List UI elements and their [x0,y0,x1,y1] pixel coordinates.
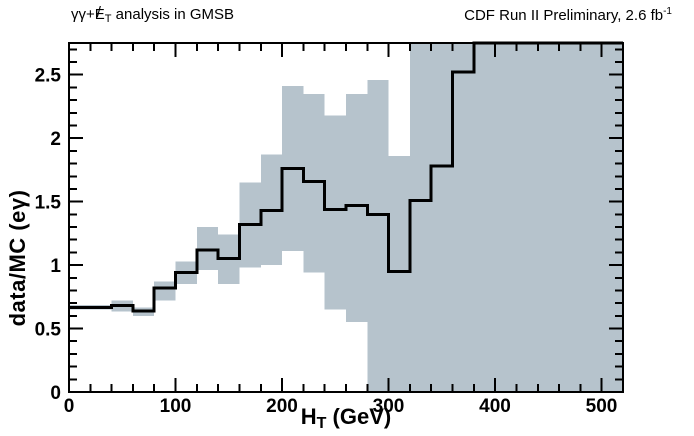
x-tick-label: 100 [160,396,192,417]
uncertainty-band [69,43,623,392]
title-suffix: analysis in GMSB [111,6,235,23]
y-tick-label: 0 [50,383,61,404]
experiment-label: CDF Run II Preliminary, 2.6 fb-1 [464,6,672,24]
y-axis-title: data/MC (eγ) [5,189,30,327]
title-prefix: γγ+ [71,6,95,23]
x-tick-label: 400 [479,396,511,417]
met-subscript: T [104,13,112,25]
x-tick-label: 500 [586,396,618,417]
x-title-units: (GeV) [326,404,392,429]
y-tick-label: 2 [50,129,61,150]
y-tick-label: 1.5 [35,193,62,214]
plot-title: γγ+E / T analysis in GMSB [71,4,235,25]
y-tick-label: 0.5 [35,320,62,341]
y-tick-label: 1 [50,256,61,277]
x-tick-label: 200 [266,396,298,417]
x-tick-label: 0 [64,396,75,417]
met-e: E [94,6,105,23]
met-slash: / [96,4,101,21]
x-title-main: H [300,404,317,429]
inverse-fb-exponent: -1 [663,6,672,17]
y-tick-label: 2.5 [35,66,62,87]
x-tick-label: 300 [373,396,405,417]
ratio-step-line [69,41,623,313]
x-axis-title: HT (GeV) [69,404,623,433]
x-title-subscript: T [316,415,327,432]
missing-et-symbol: E / T [94,4,112,25]
experiment-text: CDF Run II Preliminary, 2.6 fb [464,7,664,24]
